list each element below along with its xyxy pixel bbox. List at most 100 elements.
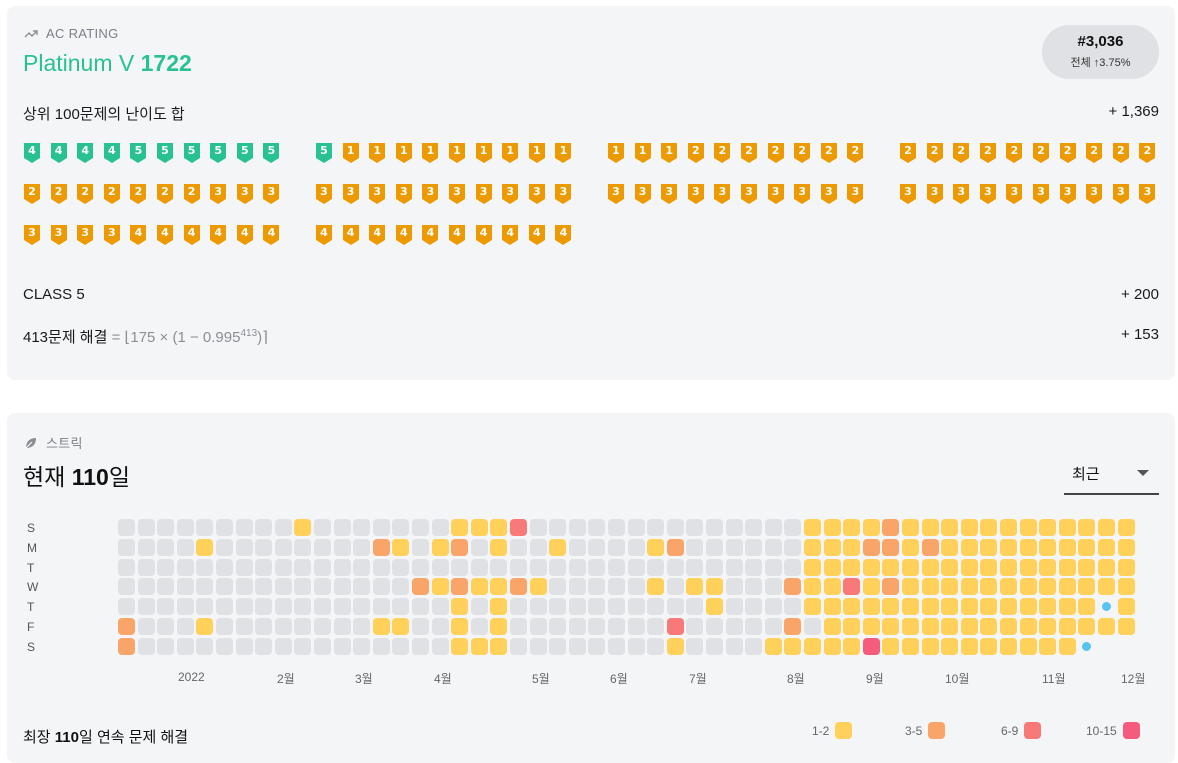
tier-badge[interactable]: 4: [342, 224, 360, 246]
streak-day-cell[interactable]: [1000, 558, 1017, 576]
streak-day-cell[interactable]: [568, 578, 586, 596]
streak-day-cell[interactable]: [196, 618, 214, 635]
streak-day-cell[interactable]: [608, 538, 625, 556]
streak-day-cell[interactable]: [882, 637, 900, 655]
streak-day-cell[interactable]: [921, 598, 939, 616]
tier-badge[interactable]: 4: [315, 224, 333, 246]
streak-day-cell[interactable]: [666, 618, 684, 635]
streak-day-cell[interactable]: [686, 519, 704, 536]
streak-day-cell[interactable]: [686, 538, 704, 556]
streak-day-cell[interactable]: [882, 598, 900, 616]
streak-day-cell[interactable]: [510, 598, 527, 616]
streak-day-cell[interactable]: [921, 558, 939, 576]
tier-badge[interactable]: 3: [1032, 183, 1050, 205]
streak-day-cell[interactable]: [333, 538, 351, 556]
streak-day-cell[interactable]: [588, 637, 606, 655]
streak-day-cell[interactable]: [921, 519, 939, 536]
streak-day-cell[interactable]: [1098, 519, 1115, 536]
streak-day-cell[interactable]: [392, 519, 410, 536]
tier-badge[interactable]: 3: [209, 183, 227, 205]
streak-day-cell[interactable]: [294, 598, 312, 616]
streak-day-cell[interactable]: [823, 578, 841, 596]
tier-badge[interactable]: 2: [1085, 142, 1103, 164]
streak-day-cell[interactable]: [745, 637, 763, 655]
streak-day-cell[interactable]: [862, 519, 880, 536]
streak-day-cell[interactable]: [862, 637, 880, 655]
streak-day-cell[interactable]: [627, 538, 645, 556]
streak-day-cell[interactable]: [510, 618, 527, 635]
streak-day-cell[interactable]: [470, 538, 488, 556]
streak-day-cell[interactable]: [314, 598, 331, 616]
tier-badge[interactable]: 1: [501, 142, 519, 164]
streak-day-cell[interactable]: [1117, 519, 1135, 536]
streak-day-cell[interactable]: [608, 598, 625, 616]
streak-day-cell[interactable]: [118, 558, 135, 576]
streak-day-cell[interactable]: [196, 578, 214, 596]
streak-day-cell[interactable]: [176, 598, 194, 616]
streak-day-cell[interactable]: [118, 519, 135, 536]
streak-day-cell[interactable]: [627, 618, 645, 635]
tier-badge[interactable]: 4: [262, 224, 280, 246]
streak-day-cell[interactable]: [725, 578, 743, 596]
streak-day-cell[interactable]: [216, 558, 233, 576]
streak-day-cell[interactable]: [1039, 519, 1057, 536]
streak-day-cell[interactable]: [745, 598, 763, 616]
streak-day-cell[interactable]: [255, 618, 273, 635]
tier-badge[interactable]: 3: [979, 183, 997, 205]
streak-day-cell[interactable]: [510, 578, 527, 596]
streak-day-cell[interactable]: [451, 558, 469, 576]
tier-badge[interactable]: 3: [767, 183, 785, 205]
streak-day-cell[interactable]: [294, 558, 312, 576]
streak-day-cell[interactable]: [941, 618, 959, 635]
tier-badge[interactable]: 3: [395, 183, 413, 205]
streak-day-cell[interactable]: [235, 618, 253, 635]
streak-day-cell[interactable]: [1117, 618, 1135, 635]
streak-day-cell[interactable]: [470, 558, 488, 576]
streak-day-cell[interactable]: [470, 519, 488, 536]
tier-badge[interactable]: 3: [50, 224, 68, 246]
streak-day-cell[interactable]: [608, 558, 625, 576]
streak-day-cell[interactable]: [451, 538, 469, 556]
streak-day-cell[interactable]: [372, 578, 390, 596]
streak-day-cell[interactable]: [412, 538, 429, 556]
tier-badge[interactable]: 3: [315, 183, 333, 205]
streak-day-cell[interactable]: [1098, 538, 1115, 556]
streak-day-cell[interactable]: [431, 538, 449, 556]
streak-day-cell[interactable]: [235, 538, 253, 556]
streak-day-cell[interactable]: [568, 618, 586, 635]
streak-day-cell[interactable]: [862, 618, 880, 635]
streak-day-cell[interactable]: [137, 578, 155, 596]
streak-day-cell[interactable]: [1039, 558, 1057, 576]
streak-day-cell[interactable]: [1058, 598, 1076, 616]
tier-badge[interactable]: 2: [1005, 142, 1023, 164]
streak-day-cell[interactable]: [529, 578, 547, 596]
tier-badge[interactable]: 2: [767, 142, 785, 164]
streak-day-cell[interactable]: [960, 578, 978, 596]
tier-badge[interactable]: 3: [262, 183, 280, 205]
streak-day-cell[interactable]: [353, 637, 371, 655]
streak-day-cell[interactable]: [529, 637, 547, 655]
streak-range-select[interactable]: 최근: [1064, 455, 1159, 495]
streak-day-cell[interactable]: [314, 538, 331, 556]
streak-day-cell[interactable]: [529, 558, 547, 576]
streak-day-cell[interactable]: [568, 598, 586, 616]
streak-day-cell[interactable]: [627, 598, 645, 616]
streak-day-cell[interactable]: [1000, 538, 1017, 556]
streak-day-cell[interactable]: [216, 578, 233, 596]
tier-badge[interactable]: 5: [209, 142, 227, 164]
streak-day-cell[interactable]: [980, 618, 998, 635]
tier-badge[interactable]: 4: [475, 224, 493, 246]
streak-day-cell[interactable]: [1058, 578, 1076, 596]
streak-day-cell[interactable]: [412, 558, 429, 576]
streak-day-cell[interactable]: [1078, 618, 1096, 635]
streak-day-cell[interactable]: [255, 598, 273, 616]
streak-day-cell[interactable]: [137, 618, 155, 635]
streak-day-cell[interactable]: [1019, 558, 1037, 576]
streak-day-cell[interactable]: [882, 538, 900, 556]
streak-day-cell[interactable]: [686, 578, 704, 596]
streak-day-cell[interactable]: [647, 618, 665, 635]
streak-day-cell[interactable]: [196, 519, 214, 536]
tier-badge[interactable]: 4: [103, 142, 121, 164]
streak-day-cell[interactable]: [823, 598, 841, 616]
streak-day-cell[interactable]: [255, 538, 273, 556]
